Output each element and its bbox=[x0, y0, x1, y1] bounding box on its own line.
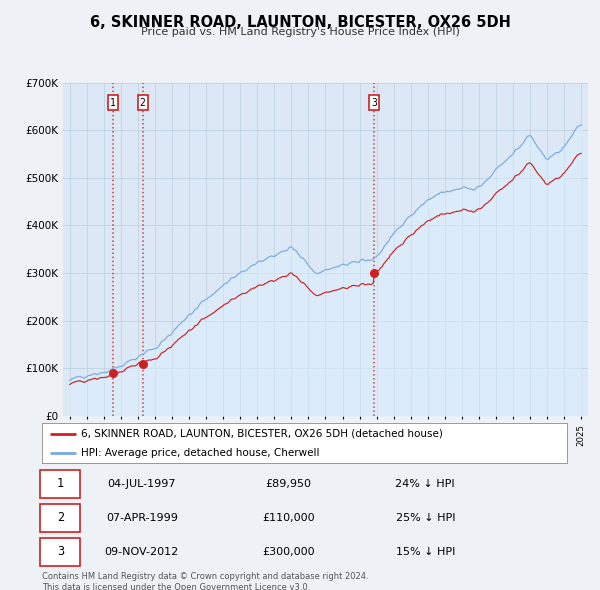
FancyBboxPatch shape bbox=[40, 504, 80, 532]
Text: 25% ↓ HPI: 25% ↓ HPI bbox=[395, 513, 455, 523]
Text: HPI: Average price, detached house, Cherwell: HPI: Average price, detached house, Cher… bbox=[82, 448, 320, 458]
Text: 1: 1 bbox=[110, 97, 116, 107]
Text: 6, SKINNER ROAD, LAUNTON, BICESTER, OX26 5DH: 6, SKINNER ROAD, LAUNTON, BICESTER, OX26… bbox=[89, 15, 511, 30]
Text: 2: 2 bbox=[140, 97, 146, 107]
Text: 24% ↓ HPI: 24% ↓ HPI bbox=[395, 478, 455, 489]
Text: 1: 1 bbox=[57, 477, 64, 490]
FancyBboxPatch shape bbox=[40, 538, 80, 566]
Text: Contains HM Land Registry data © Crown copyright and database right 2024.
This d: Contains HM Land Registry data © Crown c… bbox=[42, 572, 368, 590]
Text: £110,000: £110,000 bbox=[262, 513, 315, 523]
Text: 07-APR-1999: 07-APR-1999 bbox=[106, 513, 178, 523]
Text: 2: 2 bbox=[57, 511, 64, 525]
Text: £300,000: £300,000 bbox=[262, 547, 315, 557]
Text: 15% ↓ HPI: 15% ↓ HPI bbox=[395, 547, 455, 557]
Text: 3: 3 bbox=[371, 97, 377, 107]
Text: 6, SKINNER ROAD, LAUNTON, BICESTER, OX26 5DH (detached house): 6, SKINNER ROAD, LAUNTON, BICESTER, OX26… bbox=[82, 429, 443, 439]
Text: 3: 3 bbox=[57, 545, 64, 558]
Text: Price paid vs. HM Land Registry's House Price Index (HPI): Price paid vs. HM Land Registry's House … bbox=[140, 27, 460, 37]
Text: 09-NOV-2012: 09-NOV-2012 bbox=[104, 547, 179, 557]
Text: £89,950: £89,950 bbox=[266, 478, 312, 489]
FancyBboxPatch shape bbox=[40, 470, 80, 497]
Text: 04-JUL-1997: 04-JUL-1997 bbox=[107, 478, 176, 489]
